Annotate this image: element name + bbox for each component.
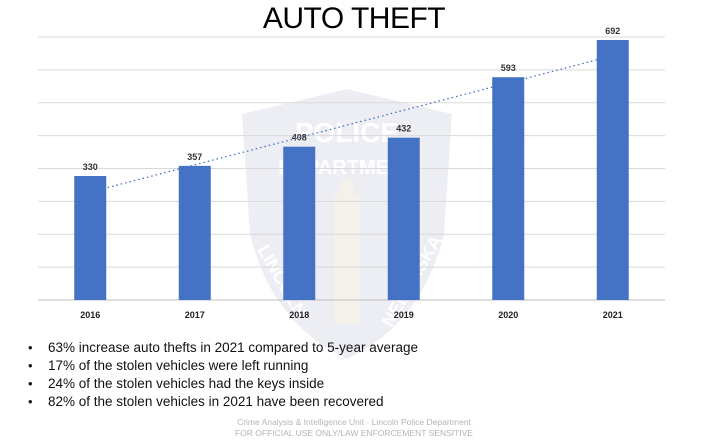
x-tick-label-2017: 2017 (185, 310, 205, 320)
bullet-item: 63% increase auto thefts in 2021 compare… (28, 339, 418, 357)
data-label-2018: 408 (292, 133, 307, 143)
trendline (90, 55, 613, 193)
bar-2017 (178, 165, 211, 300)
bar-2021 (596, 40, 629, 301)
x-tick-label-2019: 2019 (394, 310, 414, 320)
footer: Crime Analysis & Intelligence Unit · Lin… (0, 417, 708, 439)
data-label-2019: 432 (396, 124, 411, 134)
data-label-2020: 593 (501, 63, 516, 73)
bullet-item: 17% of the stolen vehicles were left run… (28, 357, 418, 375)
x-tick-label-2020: 2020 (498, 310, 518, 320)
x-tick-label-2021: 2021 (603, 310, 623, 320)
x-tick-label-2016: 2016 (80, 310, 100, 320)
bullet-list: 63% increase auto thefts in 2021 compare… (28, 339, 418, 411)
data-label-2016: 330 (83, 162, 98, 172)
bullet-item: 24% of the stolen vehicles had the keys … (28, 375, 418, 393)
bar-2016 (74, 176, 107, 300)
bar-2019 (387, 137, 420, 300)
bullet-item: 82% of the stolen vehicles in 2021 have … (28, 393, 418, 411)
bar-chart: 330 2016 357 2017 408 2018 432 2019 593 2020 692 20… (38, 26, 665, 320)
bar-2018 (283, 146, 316, 300)
data-label-2021: 692 (605, 26, 620, 36)
data-label-2017: 357 (187, 152, 202, 162)
bar-2020 (492, 77, 525, 300)
chart-title: AUTO THEFT (262, 2, 446, 35)
footer-line-1: Crime Analysis & Intelligence Unit · Lin… (237, 417, 471, 427)
x-tick-label-2018: 2018 (289, 310, 309, 320)
footer-line-2: FOR OFFICIAL USE ONLY/LAW ENFORCEMENT SE… (234, 428, 474, 438)
